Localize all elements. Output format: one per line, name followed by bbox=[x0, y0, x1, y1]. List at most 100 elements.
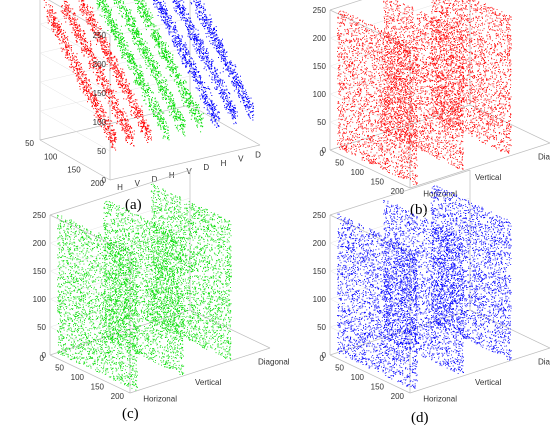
panel-a-point bbox=[169, 93, 170, 94]
panel-a-point bbox=[123, 47, 124, 48]
panel-a-point bbox=[128, 131, 129, 132]
panel-a-point bbox=[88, 99, 89, 100]
panel-a-point bbox=[171, 32, 172, 33]
panel-a-point bbox=[105, 15, 106, 16]
panel-a-point bbox=[94, 25, 95, 26]
panel-a-point bbox=[214, 67, 215, 68]
panel-a-point bbox=[153, 60, 154, 61]
panel-a-point bbox=[134, 64, 135, 65]
panel-a-point bbox=[84, 80, 85, 81]
panel-a-point bbox=[225, 93, 226, 94]
panel-a-point bbox=[46, 2, 47, 3]
panel-a-point bbox=[193, 104, 194, 105]
panel-a-point bbox=[193, 34, 194, 35]
panel-a-point bbox=[166, 95, 167, 96]
panel-a-point bbox=[121, 77, 122, 78]
panel-a-point bbox=[118, 38, 119, 39]
panel-a-point bbox=[140, 112, 141, 113]
panel-a-point bbox=[78, 36, 79, 37]
panel-a-point bbox=[203, 87, 204, 88]
panel-a-point bbox=[116, 73, 117, 74]
panel-a-point bbox=[90, 87, 91, 88]
panel-a-point bbox=[102, 109, 103, 110]
panel-a-point bbox=[138, 77, 139, 78]
panel-a-point bbox=[111, 54, 112, 55]
panel-a-point bbox=[174, 44, 175, 45]
panel-a-point bbox=[181, 88, 182, 89]
panel-a-point bbox=[162, 10, 163, 11]
panel-a-point bbox=[218, 75, 219, 76]
panel-a-point bbox=[166, 123, 167, 124]
panel-a-point bbox=[121, 40, 122, 41]
panel-a-point bbox=[110, 123, 111, 124]
panel-a-point bbox=[164, 93, 165, 94]
panel-a-point bbox=[148, 89, 149, 90]
panel-a-point bbox=[108, 94, 109, 95]
panel-a-point bbox=[141, 45, 142, 46]
panel-a-point bbox=[135, 115, 136, 116]
panel-a-point bbox=[184, 63, 185, 64]
panel-a-point bbox=[207, 66, 208, 67]
panel-a-point bbox=[97, 70, 98, 71]
panel-a-point bbox=[141, 34, 142, 35]
panel-a-point bbox=[203, 118, 204, 119]
panel-a-point bbox=[46, 5, 47, 6]
panel-a-point bbox=[129, 128, 130, 129]
panel-a-point bbox=[87, 23, 88, 24]
panel-a-point bbox=[55, 17, 56, 18]
panel-a-point bbox=[168, 137, 169, 138]
panel-a-point bbox=[80, 9, 81, 10]
panel-a-point bbox=[133, 57, 134, 58]
panel-a-point bbox=[146, 8, 147, 9]
panel-a-point bbox=[117, 114, 118, 115]
panel-a-point bbox=[154, 30, 155, 31]
panel-a-point bbox=[195, 34, 196, 35]
panel-a-point bbox=[73, 57, 74, 58]
panel-a-point bbox=[128, 88, 129, 89]
panel-a-point bbox=[126, 45, 127, 46]
panel-a-point bbox=[127, 120, 128, 121]
panel-a-point bbox=[150, 12, 151, 13]
panel-a-point bbox=[167, 108, 168, 109]
panel-a-point bbox=[173, 41, 174, 42]
panel-a-point bbox=[96, 100, 97, 101]
panel-a-point bbox=[66, 18, 67, 19]
panel-a-point bbox=[71, 49, 72, 50]
panel-a-point bbox=[132, 33, 133, 34]
panel-a-point bbox=[163, 90, 164, 91]
panel-a-point bbox=[148, 128, 149, 129]
panel-a-point bbox=[152, 55, 153, 56]
panel-a-point bbox=[66, 44, 67, 45]
panel-a-point bbox=[141, 41, 142, 42]
panel-a-point bbox=[122, 83, 123, 84]
panel-a-point bbox=[155, 45, 156, 46]
panel-a-point bbox=[181, 128, 182, 129]
panel-a-point bbox=[196, 41, 197, 42]
panel-a-point bbox=[133, 62, 134, 63]
panel-a-point bbox=[106, 18, 107, 19]
panel-a-point bbox=[83, 46, 84, 47]
panel-a-point bbox=[74, 56, 75, 57]
panel-a-point bbox=[106, 52, 107, 53]
panel-a-point bbox=[124, 128, 125, 129]
panel-a-point bbox=[57, 25, 58, 26]
panel-a-point bbox=[140, 8, 141, 9]
panel-a-point bbox=[64, 14, 65, 15]
panel-a-point bbox=[182, 129, 183, 130]
panel-a-point bbox=[139, 48, 140, 49]
panel-a-point bbox=[168, 64, 169, 65]
panel-a-point bbox=[152, 97, 153, 98]
panel-a-point bbox=[148, 11, 149, 12]
panel-a-point bbox=[145, 48, 146, 49]
panel-a-point bbox=[72, 8, 73, 9]
panel-a-point bbox=[101, 6, 102, 7]
panel-a-point bbox=[61, 43, 62, 44]
panel-a-point bbox=[147, 126, 148, 127]
panel-a-point bbox=[142, 6, 143, 7]
panel-a-point bbox=[69, 8, 70, 9]
panel-a-point bbox=[86, 87, 87, 88]
panel-a-point bbox=[120, 110, 121, 111]
panel-a-point bbox=[205, 94, 206, 95]
panel-a-point bbox=[84, 4, 85, 5]
panel-a-point bbox=[177, 3, 178, 4]
